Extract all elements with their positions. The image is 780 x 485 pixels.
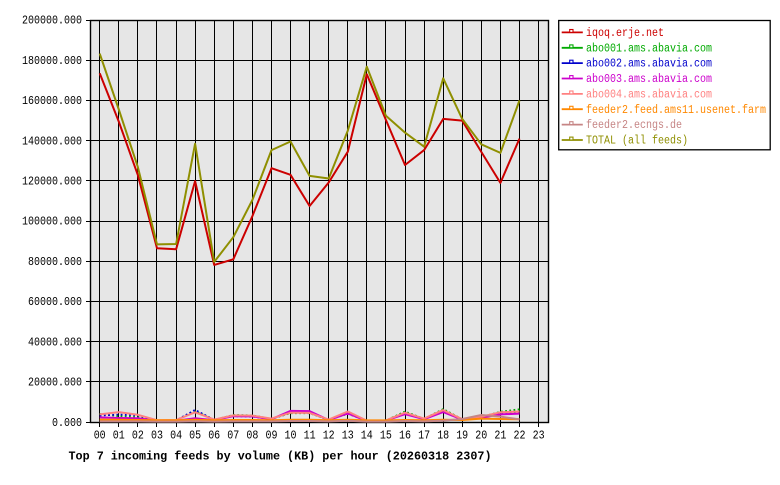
svg-text:19: 19 [456,429,468,442]
svg-text:09: 09 [266,429,278,442]
svg-text:80000.000: 80000.000 [28,256,82,269]
svg-text:abo004.ams.abavia.com: abo004.ams.abavia.com [586,89,712,102]
svg-text:200000.000: 200000.000 [22,15,82,28]
svg-text:04: 04 [170,429,182,442]
svg-text:feeder2.feed.ams11.usenet.farm: feeder2.feed.ams11.usenet.farm [586,104,766,117]
svg-text:18: 18 [437,429,449,442]
svg-text:abo002.ams.abavia.com: abo002.ams.abavia.com [586,58,712,71]
svg-text:0.000: 0.000 [52,417,82,430]
svg-text:120000.000: 120000.000 [22,176,82,189]
svg-text:05: 05 [189,429,201,442]
svg-text:08: 08 [246,429,258,442]
svg-text:40000.000: 40000.000 [28,336,82,349]
svg-text:100000.000: 100000.000 [22,216,82,229]
svg-text:abo001.ams.abavia.com: abo001.ams.abavia.com [586,42,712,55]
svg-text:20000.000: 20000.000 [28,377,82,390]
svg-text:TOTAL (all feeds): TOTAL (all feeds) [586,135,688,148]
svg-text:abo003.ams.abavia.com: abo003.ams.abavia.com [586,73,712,86]
svg-text:01: 01 [113,429,125,442]
svg-text:07: 07 [227,429,239,442]
svg-text:11: 11 [304,429,316,442]
svg-text:140000.000: 140000.000 [22,135,82,148]
svg-text:22: 22 [514,429,526,442]
svg-text:03: 03 [151,429,163,442]
svg-text:21: 21 [494,429,506,442]
svg-text:17: 17 [418,429,430,442]
svg-text:20: 20 [475,429,487,442]
svg-text:14: 14 [361,429,373,442]
svg-text:00: 00 [94,429,106,442]
svg-text:12: 12 [323,429,335,442]
svg-text:iqoq.erje.net: iqoq.erje.net [586,27,664,40]
svg-text:13: 13 [342,429,354,442]
svg-text:16: 16 [399,429,411,442]
svg-text:feeder2.ecngs.de: feeder2.ecngs.de [586,119,682,132]
svg-text:15: 15 [380,429,392,442]
svg-text:10: 10 [285,429,297,442]
svg-text:180000.000: 180000.000 [22,55,82,68]
svg-text:23: 23 [533,429,545,442]
svg-text:160000.000: 160000.000 [22,95,82,108]
svg-text:02: 02 [132,429,144,442]
svg-text:06: 06 [208,429,220,442]
svg-text:Top 7 incoming feeds by volume: Top 7 incoming feeds by volume (KB) per … [69,450,492,464]
svg-text:60000.000: 60000.000 [28,296,82,309]
